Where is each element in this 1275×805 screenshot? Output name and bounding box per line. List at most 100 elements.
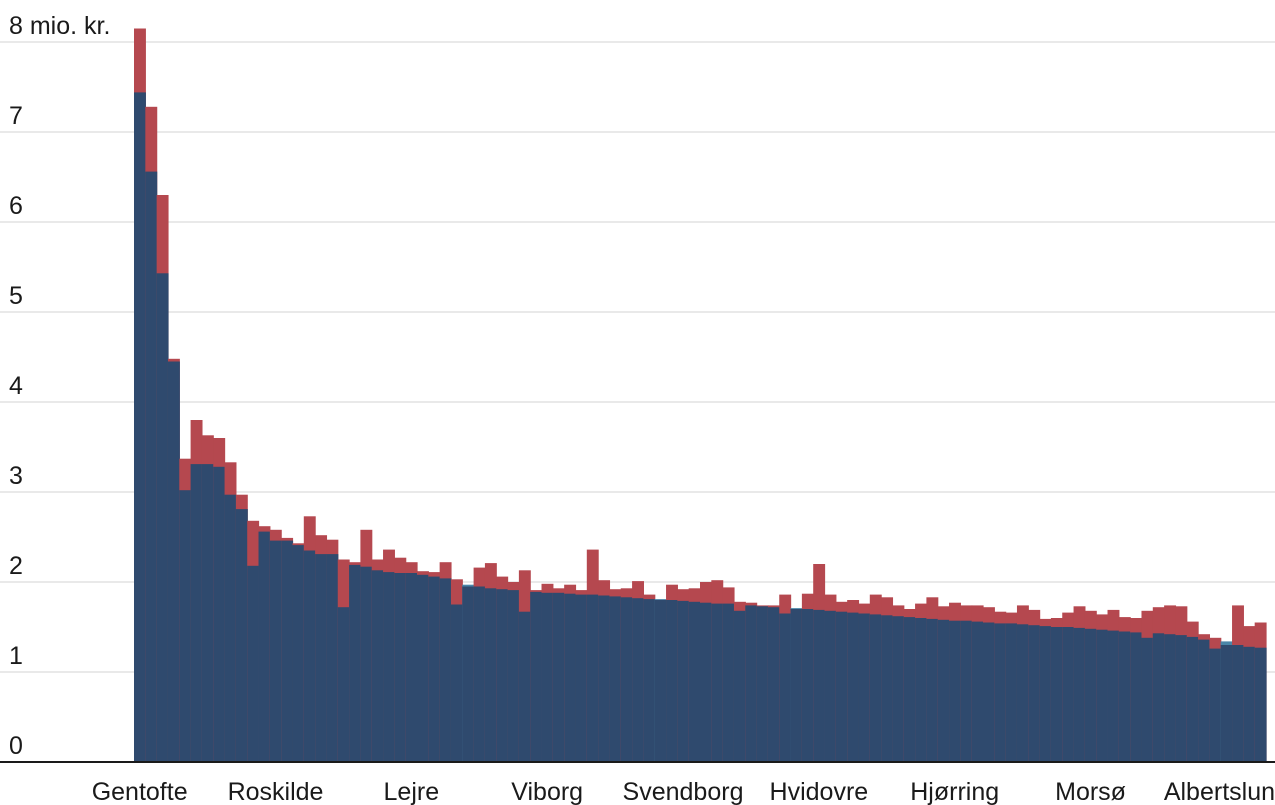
bar-overlap: [428, 576, 441, 762]
bar-overlap: [439, 578, 452, 762]
bar-overlap: [179, 490, 192, 762]
bar-overlap: [1062, 627, 1075, 762]
bar-overlap: [575, 594, 588, 762]
bar-overlap: [688, 601, 701, 762]
bar-overlap: [258, 531, 271, 762]
bar-overlap: [632, 598, 644, 762]
bar-overlap: [779, 613, 792, 762]
bar-overlap: [190, 464, 203, 762]
bar-overlap: [666, 600, 678, 762]
bar-overlap: [1118, 631, 1131, 762]
bar-overlap: [315, 554, 328, 762]
bar-overlap: [484, 588, 497, 762]
y-tick-label: 8 mio. kr.: [9, 12, 110, 40]
bar-overlap: [1141, 637, 1154, 762]
bar-overlap: [1050, 627, 1063, 762]
bar-overlap: [247, 565, 260, 762]
bar-overlap: [722, 603, 735, 762]
bar-overlap: [700, 602, 712, 762]
bar-overlap: [450, 604, 463, 762]
bar-overlap: [926, 618, 939, 762]
bar-overlap: [949, 620, 961, 762]
bar-overlap: [881, 615, 894, 762]
bar-overlap: [824, 610, 837, 762]
bar-overlap: [541, 592, 554, 762]
bar-overlap: [292, 545, 305, 762]
bar-overlap: [994, 623, 1007, 762]
bar-overlap: [1096, 629, 1109, 762]
x-category-label: Gentofte: [92, 778, 188, 805]
bar-overlap: [303, 550, 316, 762]
bar-overlap: [801, 609, 814, 762]
bar-overlap: [530, 591, 543, 762]
y-tick-label: 3: [9, 462, 23, 490]
bar-overlap: [620, 597, 633, 762]
bar-overlap: [1039, 626, 1052, 762]
bar-overlap: [858, 613, 871, 762]
y-tick-label: 5: [9, 282, 23, 310]
bar-overlap: [156, 273, 169, 762]
y-tick-label: 4: [9, 372, 23, 400]
bar-overlap: [349, 564, 361, 762]
bar-overlap: [937, 619, 950, 762]
bar-overlap: [903, 617, 916, 762]
bar-overlap: [1107, 630, 1120, 762]
bar-overlap: [1164, 634, 1177, 762]
bar-overlap: [1073, 627, 1086, 762]
bar-overlap: [145, 171, 158, 763]
bar-overlap: [1005, 623, 1018, 762]
y-tick-label: 7: [9, 102, 23, 130]
bar-overlap: [711, 603, 724, 762]
x-category-label: Albertslund: [1164, 778, 1275, 805]
bar-overlap: [654, 600, 667, 762]
bar-overlap: [847, 612, 860, 762]
bar-overlap: [462, 586, 475, 762]
bar-overlap: [235, 509, 248, 762]
bar-overlap: [598, 595, 611, 762]
bar-overlap: [518, 611, 531, 762]
bar-overlap: [1084, 628, 1097, 762]
bar-overlap: [1152, 633, 1165, 762]
bar-overlap: [224, 494, 237, 762]
bar-overlap: [134, 92, 146, 762]
bar-overlap: [915, 618, 927, 762]
bar-overlap: [983, 622, 995, 762]
bar-overlap: [281, 540, 294, 762]
y-tick-label: 1: [9, 642, 23, 670]
bar-overlap: [1186, 636, 1199, 762]
bar-overlap: [1209, 648, 1222, 762]
bar-overlap: [1016, 624, 1029, 762]
bar-overlap: [201, 464, 214, 762]
bar-overlap: [371, 570, 384, 762]
bar-overlap: [1220, 645, 1233, 762]
bar-overlap: [745, 605, 758, 762]
y-tick-label: 0: [9, 732, 23, 760]
y-tick-label: 2: [9, 552, 23, 580]
bar-overlap: [643, 599, 656, 762]
x-category-label: Hjørring: [910, 778, 999, 805]
bar-overlap: [609, 596, 622, 762]
bar-overlap: [383, 572, 395, 762]
bar-overlap: [971, 621, 984, 762]
x-category-label: Svendborg: [623, 778, 744, 805]
bar-overlap: [360, 566, 373, 762]
bar-overlap: [677, 600, 690, 762]
bar-overlap: [337, 607, 350, 762]
x-axis-category-labels: Gentofte Roskilde Lejre Viborg Svendborg Hvid…: [92, 778, 1275, 805]
x-category-label: Lejre: [384, 778, 440, 805]
bar-overlap: [213, 466, 226, 762]
x-category-label: Morsø: [1055, 778, 1126, 805]
bar-overlap: [1232, 645, 1244, 762]
bar-overlap: [405, 573, 418, 762]
bar-overlap: [167, 361, 180, 762]
bar-overlap: [960, 620, 973, 762]
bar-overlap: [733, 610, 746, 762]
bar-overlap: [394, 573, 407, 762]
bars: [134, 28, 1267, 763]
bar-overlap: [473, 586, 486, 762]
y-tick-label: 6: [9, 192, 23, 220]
bar-overlap: [564, 593, 577, 762]
bar-overlap: [790, 609, 803, 762]
bar-overlap: [1243, 646, 1256, 762]
